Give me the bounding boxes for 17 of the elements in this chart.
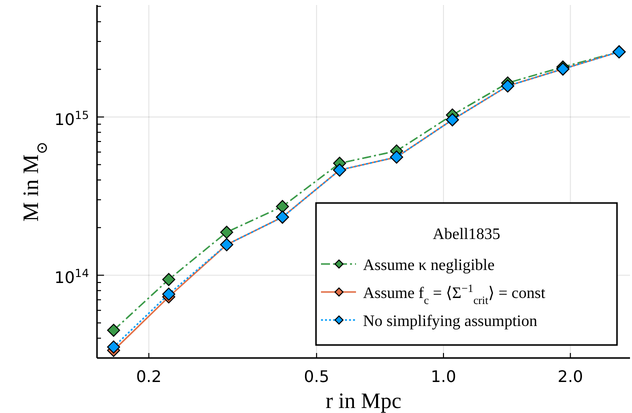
point (107, 324, 120, 337)
legend-label: Assume f$_{c}$ = ⟨Σ$^{−1}$$_{crit}$⟩ = const (363, 283, 546, 307)
x-tick-label: 0.5 (304, 367, 330, 386)
point (220, 226, 234, 239)
x-tick-label: 0.2 (136, 367, 162, 386)
point (107, 340, 120, 354)
x-tick-label: 1.0 (430, 367, 456, 386)
point (162, 288, 176, 301)
legend-label: Assume κ negligible (363, 257, 495, 274)
point (276, 200, 289, 213)
x-axis-title: r in Mpc (326, 388, 402, 413)
y-tick-label: 10$^{14}$ (54, 266, 89, 288)
legend-title: Abell1835 (432, 226, 500, 243)
legend-label: No simplifying assumption (363, 313, 538, 330)
y-tick-label: 10$^{15}$ (54, 108, 89, 129)
point (162, 273, 176, 286)
x-tick-label: 2.0 (558, 367, 584, 386)
